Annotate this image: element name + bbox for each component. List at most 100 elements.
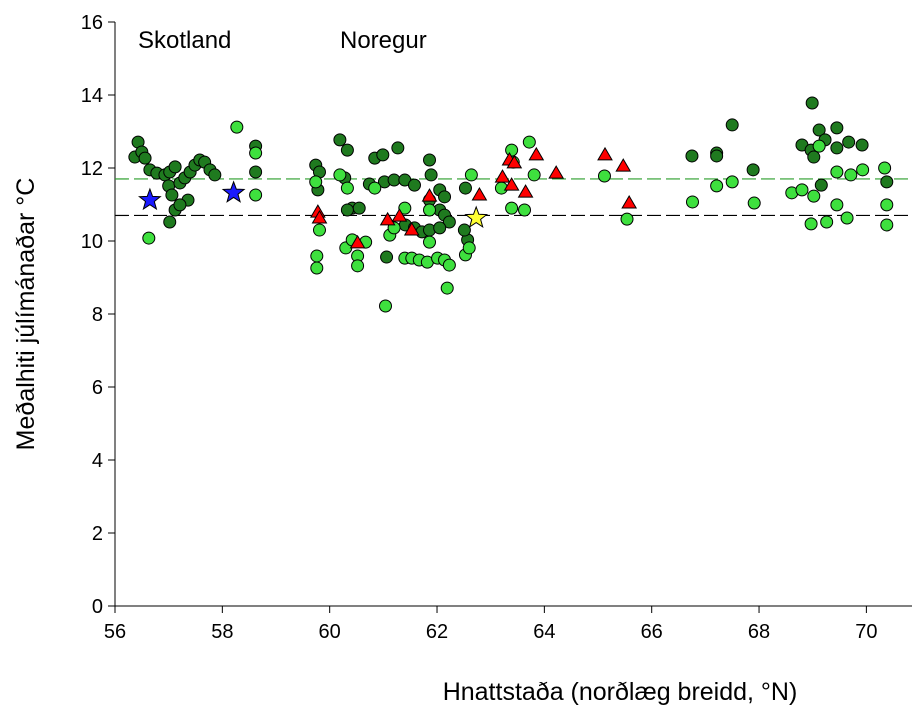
y-tick-label: 10	[81, 231, 103, 253]
point	[340, 143, 354, 157]
point	[398, 201, 412, 215]
point	[403, 222, 420, 236]
y-tick-label: 8	[92, 304, 103, 326]
point	[433, 221, 447, 235]
point	[840, 211, 854, 225]
point	[352, 201, 366, 215]
y-tick-label: 14	[81, 85, 103, 107]
point	[424, 168, 438, 182]
point	[820, 215, 834, 229]
point	[310, 249, 324, 263]
x-tick-label: 70	[855, 621, 877, 643]
point	[597, 169, 611, 183]
point	[830, 141, 844, 155]
point	[855, 138, 869, 152]
point	[518, 203, 532, 217]
point	[505, 201, 519, 215]
point	[349, 234, 366, 249]
point	[221, 180, 246, 203]
point	[333, 133, 347, 147]
point	[438, 190, 452, 204]
point	[471, 187, 488, 201]
y-tick-label: 6	[92, 377, 103, 399]
point	[380, 250, 394, 264]
x-tick-label: 60	[319, 621, 341, 643]
point	[830, 198, 844, 212]
point	[597, 146, 613, 161]
y-tick-label: 16	[81, 12, 103, 34]
point	[387, 173, 401, 187]
point	[351, 259, 365, 273]
point	[503, 177, 520, 191]
point	[173, 198, 187, 212]
point	[462, 241, 476, 255]
point	[812, 123, 826, 137]
point	[710, 149, 724, 163]
point	[249, 188, 263, 202]
point	[464, 168, 478, 182]
annotation: Noregur	[340, 27, 427, 54]
point	[423, 153, 437, 167]
point	[379, 211, 396, 226]
point	[407, 178, 421, 192]
point	[725, 118, 739, 132]
x-tick-label: 64	[533, 621, 555, 643]
point	[230, 120, 244, 134]
x-axis-label: Hnattstaða (norðlæg breidd, °N)	[443, 678, 798, 706]
point	[376, 148, 390, 162]
point	[457, 223, 471, 237]
point	[807, 150, 821, 164]
point	[814, 178, 828, 192]
point	[249, 165, 263, 179]
point	[725, 175, 739, 189]
point	[620, 212, 634, 226]
point	[165, 188, 179, 202]
y-axis-label: Meðalhiti júlímánaðar °C	[12, 178, 40, 451]
point	[391, 208, 408, 222]
x-tick-label: 58	[211, 621, 233, 643]
point	[527, 168, 541, 182]
point	[309, 175, 323, 189]
point	[747, 196, 761, 210]
point	[458, 181, 472, 195]
point	[807, 189, 821, 203]
x-tick-label: 66	[641, 621, 663, 643]
annotation: Skotland	[138, 27, 231, 54]
point	[830, 121, 844, 135]
point	[528, 146, 545, 161]
point	[506, 154, 523, 169]
point	[685, 195, 699, 209]
point	[505, 143, 519, 157]
point	[310, 261, 324, 275]
point	[208, 168, 222, 182]
point	[138, 187, 162, 211]
point	[423, 235, 437, 249]
y-tick-label: 0	[92, 596, 103, 618]
point	[311, 210, 328, 224]
point	[368, 181, 382, 195]
point	[163, 215, 177, 229]
point	[138, 151, 152, 165]
point	[685, 149, 699, 163]
point	[517, 184, 534, 198]
point	[249, 146, 263, 160]
point	[142, 231, 156, 245]
point	[464, 205, 489, 229]
point	[440, 281, 454, 295]
point	[168, 160, 182, 174]
y-tick-label: 2	[92, 523, 103, 545]
point	[878, 161, 892, 175]
point	[856, 163, 870, 177]
x-tick-label: 62	[426, 621, 448, 643]
point	[830, 165, 844, 179]
x-tick-label: 68	[748, 621, 770, 643]
point	[442, 215, 456, 229]
point	[423, 203, 437, 217]
point	[340, 181, 354, 195]
point	[494, 169, 511, 183]
point	[746, 163, 760, 177]
y-tick-label: 4	[92, 450, 103, 472]
point	[333, 168, 347, 182]
point	[312, 223, 326, 237]
point	[710, 179, 724, 193]
